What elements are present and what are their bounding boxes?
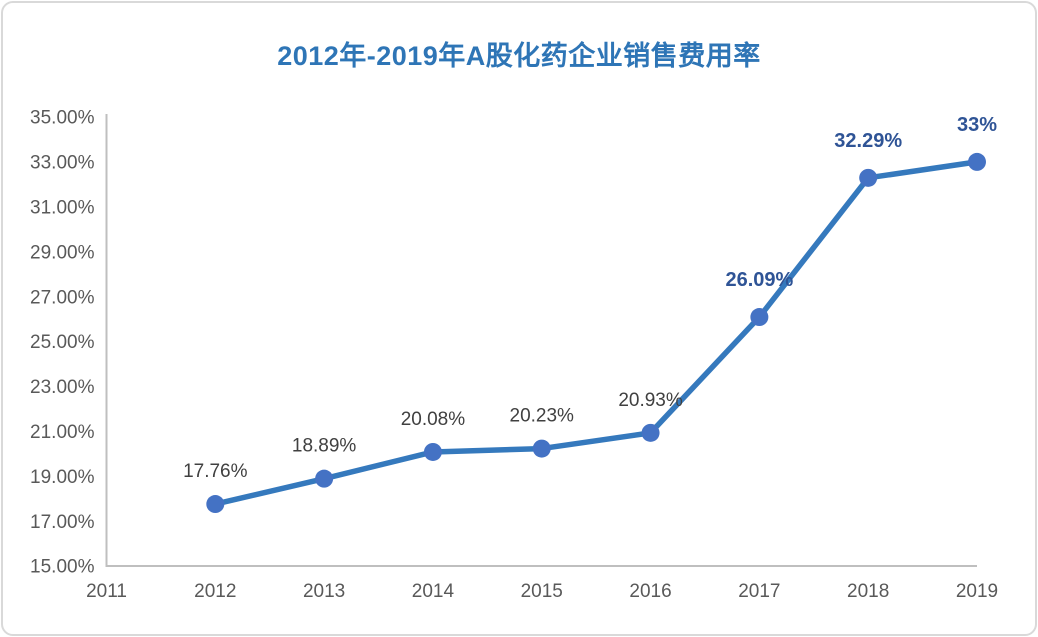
data-point-marker bbox=[206, 495, 225, 514]
data-point-label: 32.29% bbox=[834, 130, 902, 152]
y-axis-tick-label: 17.00% bbox=[30, 512, 95, 533]
data-point-marker bbox=[750, 308, 769, 327]
x-axis-tick-label: 2019 bbox=[956, 581, 998, 602]
x-axis-tick-label: 2017 bbox=[738, 581, 780, 602]
data-point-marker bbox=[859, 168, 878, 187]
x-axis-tick-label: 2013 bbox=[303, 581, 345, 602]
series-line bbox=[212, 159, 980, 507]
data-point-marker bbox=[641, 423, 660, 442]
data-point-marker bbox=[315, 469, 334, 488]
data-point-marker bbox=[968, 152, 986, 171]
x-axis-tick-label: 2011 bbox=[86, 581, 127, 602]
data-point-label: 17.76% bbox=[183, 461, 248, 482]
data-point-marker bbox=[532, 439, 551, 458]
y-axis-tick-label: 15.00% bbox=[30, 557, 95, 578]
data-point-label: 18.89% bbox=[292, 436, 357, 457]
data-point-label: 20.93% bbox=[618, 390, 683, 411]
data-point-label: 20.08% bbox=[401, 409, 466, 430]
x-axis-tick-label: 2014 bbox=[412, 581, 455, 602]
x-axis-tick-label: 2018 bbox=[847, 581, 889, 602]
x-axis-tick-label: 2016 bbox=[629, 581, 671, 602]
y-axis-tick-label: 19.00% bbox=[30, 467, 95, 488]
y-axis-tick-label: 31.00% bbox=[30, 197, 95, 218]
y-axis-tick-label: 21.00% bbox=[30, 422, 95, 443]
data-point-marker bbox=[423, 442, 442, 461]
x-axis-tick-label: 2015 bbox=[521, 581, 563, 602]
y-axis-tick-label: 27.00% bbox=[30, 287, 95, 308]
data-point-label: 26.09% bbox=[725, 269, 793, 291]
axis-lines bbox=[105, 114, 977, 567]
y-axis-tick-label: 29.00% bbox=[30, 242, 95, 263]
y-axis-tick-label: 33.00% bbox=[30, 153, 95, 174]
x-axis-tick-label: 2012 bbox=[194, 581, 236, 602]
y-axis-tick-label: 23.00% bbox=[30, 377, 95, 398]
data-point-label: 33% bbox=[957, 114, 997, 136]
data-point-label: 20.23% bbox=[510, 406, 575, 427]
y-axis-tick-label: 35.00% bbox=[30, 108, 95, 129]
y-axis-tick-label: 25.00% bbox=[30, 332, 95, 353]
chart-title: 2012年-2019年A股化药企业销售费用率 bbox=[277, 41, 761, 71]
